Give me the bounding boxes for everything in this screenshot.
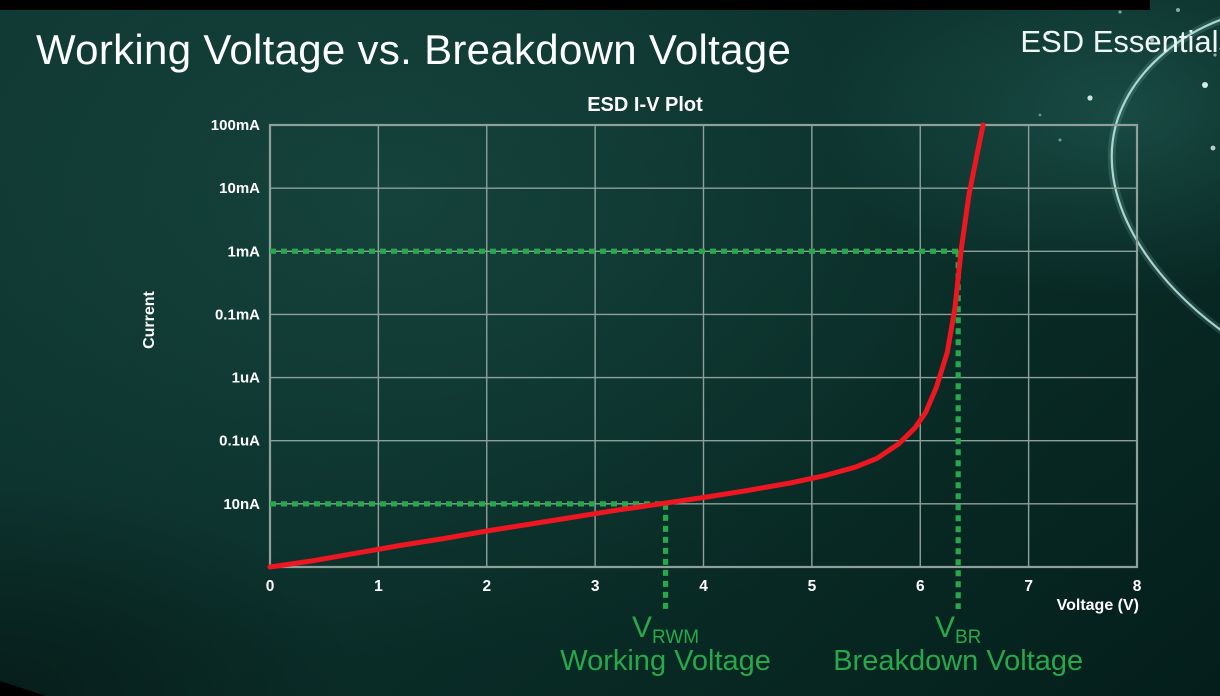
vrwm-symbol: V <box>631 611 652 644</box>
brand-logo-text: ESD Essentials <box>1020 24 1220 59</box>
letterbox-bar <box>0 0 1150 10</box>
x-tick-label: 4 <box>699 578 708 595</box>
y-tick-label: 100mA <box>211 117 260 134</box>
y-tick-label: 10mA <box>219 180 260 197</box>
x-tick-labels: 0 1 2 3 4 5 6 7 8 <box>266 578 1142 595</box>
chart-title: ESD I-V Plot <box>587 94 703 116</box>
vbr-label: VBR <box>935 611 981 649</box>
plot-border <box>268 123 1139 569</box>
x-tick-label: 0 <box>266 578 275 595</box>
y-tick-labels: 100mA 10mA 1mA 0.1mA 1uA 0.1uA 10nA <box>211 117 260 513</box>
vbr-subscript: BR <box>954 627 982 648</box>
x-tick-label: 3 <box>591 578 600 595</box>
glow-arc <box>1107 15 1220 335</box>
grid-lines <box>269 124 1138 568</box>
vbr-symbol: V <box>934 611 955 644</box>
breakdown-voltage-caption: Breakdown Voltage <box>833 645 1084 677</box>
x-tick-label: 6 <box>916 578 925 595</box>
y-tick-label: 0.1mA <box>215 306 260 323</box>
y-tick-label: 1mA <box>227 243 260 260</box>
x-tick-label: 7 <box>1024 578 1033 595</box>
x-tick-label: 1 <box>374 578 383 595</box>
vrwm-label: VRWM <box>632 611 699 649</box>
x-axis-label: Voltage (V) <box>1056 597 1139 614</box>
letterbox-corner <box>0 681 46 696</box>
page-title: Working Voltage vs. Breakdown Voltage <box>36 26 792 73</box>
vrwm-guide-lines <box>270 501 669 609</box>
working-voltage-caption: Working Voltage <box>560 645 771 677</box>
y-tick-label: 1uA <box>232 370 261 387</box>
y-tick-label: 0.1uA <box>219 433 260 450</box>
y-axis-label: Current <box>141 291 158 349</box>
iv-curve <box>267 122 986 570</box>
vrwm-subscript: RWM <box>652 627 700 648</box>
x-tick-label: 8 <box>1133 578 1142 595</box>
vbr-guide-lines <box>270 248 961 609</box>
x-tick-label: 2 <box>482 578 491 595</box>
x-tick-label: 5 <box>808 578 817 595</box>
y-tick-label: 10nA <box>223 496 260 513</box>
